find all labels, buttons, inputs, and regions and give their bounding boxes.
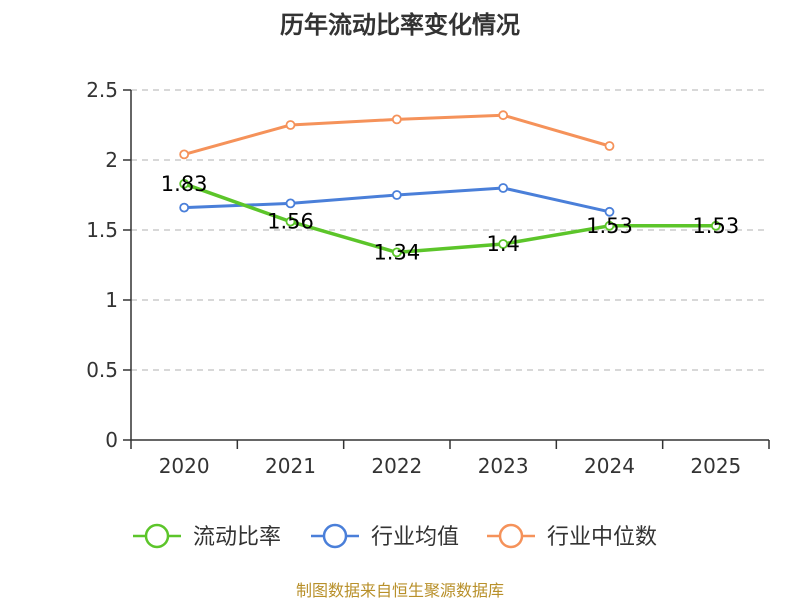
x-tick-label: 2021	[265, 454, 316, 478]
legend-item[interactable]: 行业均值	[311, 523, 459, 550]
data-point	[285, 120, 296, 130]
legend-label: 行业中位数	[547, 525, 657, 550]
legend-label: 流动比率	[193, 525, 281, 550]
y-tick-label: 1	[105, 288, 118, 312]
legend-item[interactable]: 行业中位数	[487, 523, 657, 550]
data-point	[179, 149, 190, 160]
x-tick-label: 2022	[371, 454, 422, 478]
data-point	[391, 190, 402, 200]
data-point	[604, 220, 615, 231]
data-point	[498, 183, 509, 193]
legend-marker-icon	[144, 523, 170, 549]
data-point	[710, 220, 721, 231]
x-tick-label: 2020	[159, 454, 210, 478]
legend-label: 行业均值	[371, 525, 459, 550]
data-labels: 1.83 1.56 1.34 1.4 1.53 1.53	[161, 172, 739, 265]
source-note: 制图数据来自恒生聚源数据库	[296, 581, 504, 600]
y-tick-label: 0	[105, 428, 118, 452]
data-label: 1.56	[267, 210, 314, 234]
legend-marker-icon	[322, 523, 348, 549]
y-tick-label: 2	[105, 148, 118, 172]
y-tick-label: 2.5	[86, 78, 118, 102]
data-point	[498, 239, 509, 249]
axes: 0 0.5 1 1.5 2 2.5 2020 2021 2022 2023 2024 2025	[86, 78, 770, 478]
y-tick-label: 0.5	[86, 358, 118, 382]
data-point	[285, 216, 296, 227]
series-line	[182, 182, 718, 255]
data-point	[391, 247, 402, 258]
data-label: 1.4	[486, 232, 519, 256]
data-point	[604, 206, 615, 217]
data-label: 1.53	[586, 214, 633, 238]
data-point	[179, 178, 190, 189]
y-tick-label: 1.5	[86, 218, 118, 242]
x-tick-label: 2023	[478, 454, 529, 478]
data-point	[179, 202, 190, 213]
data-label: 1.53	[692, 214, 739, 238]
data-point	[498, 110, 509, 121]
data-label: 1.34	[373, 240, 420, 264]
chart-title: 历年流动比率变化情况	[280, 11, 520, 39]
legend-marker-icon	[498, 523, 524, 549]
data-point	[604, 141, 615, 151]
legend-item[interactable]: 流动比率	[133, 523, 281, 550]
data-point	[391, 114, 402, 125]
legend[interactable]: 流动比率 行业均值 行业中位数	[133, 523, 657, 550]
grid	[131, 89, 769, 371]
data-point	[285, 198, 296, 209]
series-group	[179, 110, 721, 258]
data-label: 1.83	[161, 172, 208, 196]
x-tick-label: 2025	[690, 454, 741, 478]
x-tick-label: 2024	[584, 454, 635, 478]
